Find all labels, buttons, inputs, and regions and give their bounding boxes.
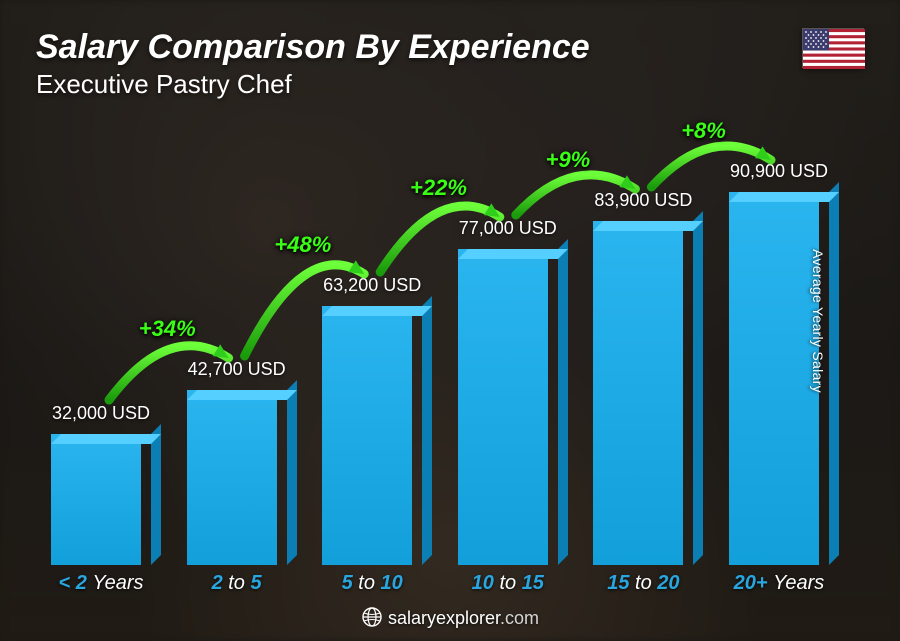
pct-increase-badge: +34% bbox=[139, 316, 196, 342]
page-subtitle: Executive Pastry Chef bbox=[36, 69, 864, 100]
pct-increase-badge: +8% bbox=[681, 118, 726, 144]
globe-icon bbox=[361, 606, 383, 628]
y-axis-label: Average Yearly Salary bbox=[810, 249, 826, 393]
bar-value-label: 63,200 USD bbox=[323, 275, 421, 296]
bar-value-label: 83,900 USD bbox=[594, 190, 692, 211]
x-axis-label: 2 to 5 bbox=[176, 572, 298, 595]
footer-attribution: salaryexplorer.com bbox=[0, 606, 900, 629]
bar-value-label: 42,700 USD bbox=[188, 359, 286, 380]
bar-value-label: 90,900 USD bbox=[730, 161, 828, 182]
bar-top-face bbox=[458, 249, 568, 259]
bar-front-face bbox=[458, 249, 548, 565]
bar-side-face bbox=[151, 424, 161, 565]
bar bbox=[322, 306, 422, 565]
x-axis: < 2 Years 2 to 5 5 to 10 10 to 15 15 to 20 20… bbox=[40, 572, 840, 595]
footer-tld: .com bbox=[500, 608, 539, 628]
bar bbox=[593, 221, 693, 565]
pct-increase-badge: +48% bbox=[274, 232, 331, 258]
chart-container: Salary Comparison By Experience Executiv… bbox=[0, 0, 900, 641]
x-axis-label: 10 to 15 bbox=[447, 572, 569, 595]
bar-side-face bbox=[693, 211, 703, 565]
bar-slot: 42,700 USD bbox=[176, 359, 298, 565]
bar-top-face bbox=[322, 306, 432, 316]
x-axis-label: 15 to 20 bbox=[582, 572, 704, 595]
bar-value-label: 32,000 USD bbox=[52, 403, 150, 424]
bar-side-face bbox=[422, 296, 432, 565]
bar-value-label: 77,000 USD bbox=[459, 218, 557, 239]
page-title: Salary Comparison By Experience bbox=[36, 28, 864, 67]
pct-increase-badge: +9% bbox=[546, 147, 591, 173]
bar-chart: 32,000 USD 42,700 USD 63,200 USD 77,000 USD… bbox=[40, 125, 840, 565]
pct-increase-badge: +22% bbox=[410, 175, 467, 201]
bar-slot: 32,000 USD bbox=[40, 403, 162, 565]
bar-top-face bbox=[593, 221, 703, 231]
bar-front-face bbox=[322, 306, 412, 565]
footer-site-name: salaryexplorer bbox=[388, 608, 500, 628]
bar bbox=[187, 390, 287, 565]
bar bbox=[458, 249, 558, 565]
bar-side-face bbox=[829, 182, 839, 565]
bar-side-face bbox=[287, 380, 297, 565]
bar-slot: 77,000 USD bbox=[447, 218, 569, 565]
bar-slot: 63,200 USD bbox=[311, 275, 433, 565]
bar-side-face bbox=[558, 239, 568, 565]
bar-front-face bbox=[593, 221, 683, 565]
bar-front-face bbox=[187, 390, 277, 565]
x-axis-label: < 2 Years bbox=[40, 572, 162, 595]
bar-front-face bbox=[729, 192, 819, 565]
bar-top-face bbox=[729, 192, 839, 202]
bar bbox=[51, 434, 151, 565]
x-axis-label: 20+ Years bbox=[718, 572, 840, 595]
us-flag-icon bbox=[802, 28, 864, 68]
bar-slot: 83,900 USD bbox=[582, 190, 704, 565]
x-axis-label: 5 to 10 bbox=[311, 572, 433, 595]
bar-front-face bbox=[51, 434, 141, 565]
bar-top-face bbox=[51, 434, 161, 444]
bar-top-face bbox=[187, 390, 297, 400]
